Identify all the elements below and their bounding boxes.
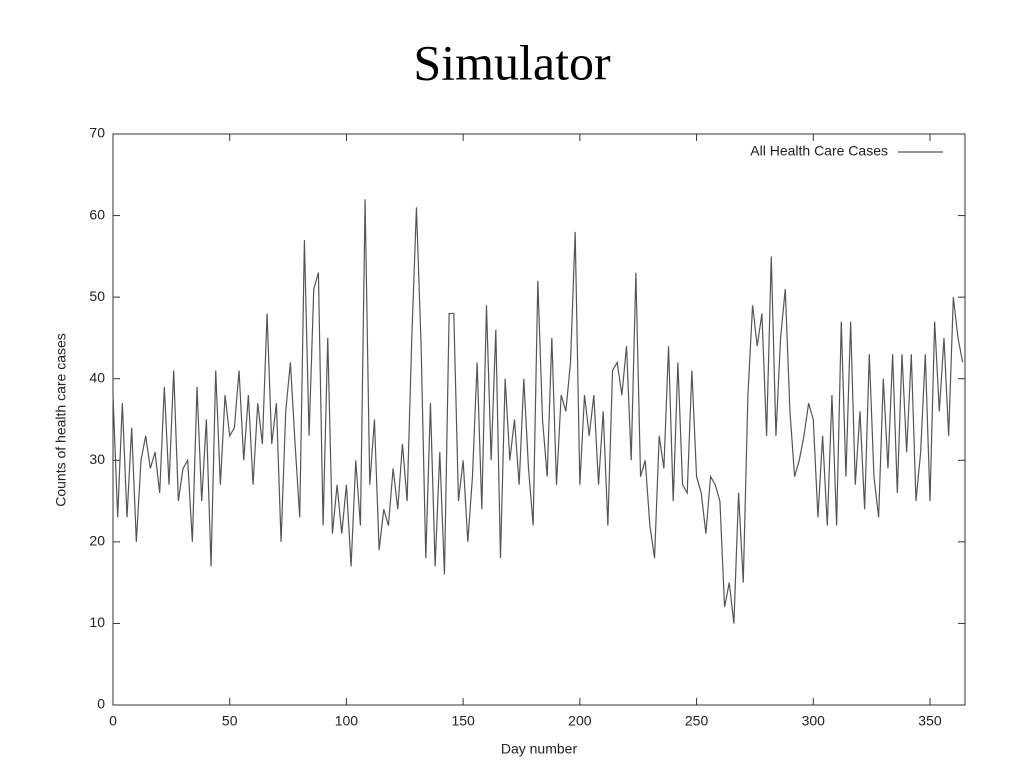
x-tick-label: 300	[802, 713, 826, 729]
x-tick-label: 50	[222, 713, 238, 729]
x-tick-label: 150	[451, 713, 475, 729]
data-line	[112, 199, 964, 624]
plot-frame	[112, 133, 966, 706]
y-tick-label: 50	[89, 288, 105, 304]
y-tick-label: 10	[89, 614, 105, 630]
y-tick-label: 0	[97, 696, 105, 712]
x-tick-label: 100	[335, 713, 359, 729]
chart-title: Simulator	[413, 34, 611, 90]
y-tick-label: 30	[89, 451, 105, 467]
x-tick-label: 200	[568, 713, 592, 729]
y-tick-label: 40	[89, 369, 105, 385]
x-tick-label: 250	[685, 713, 709, 729]
y-tick-label: 20	[89, 533, 105, 549]
legend-label: All Health Care Cases	[750, 143, 888, 159]
y-tick-label: 70	[89, 125, 105, 141]
x-tick-label: 0	[109, 713, 117, 729]
y-tick-label: 60	[89, 206, 105, 222]
x-axis-label: Day number	[501, 741, 578, 757]
x-tick-label: 350	[918, 713, 942, 729]
y-axis-label: Counts of health care cases	[53, 333, 69, 507]
